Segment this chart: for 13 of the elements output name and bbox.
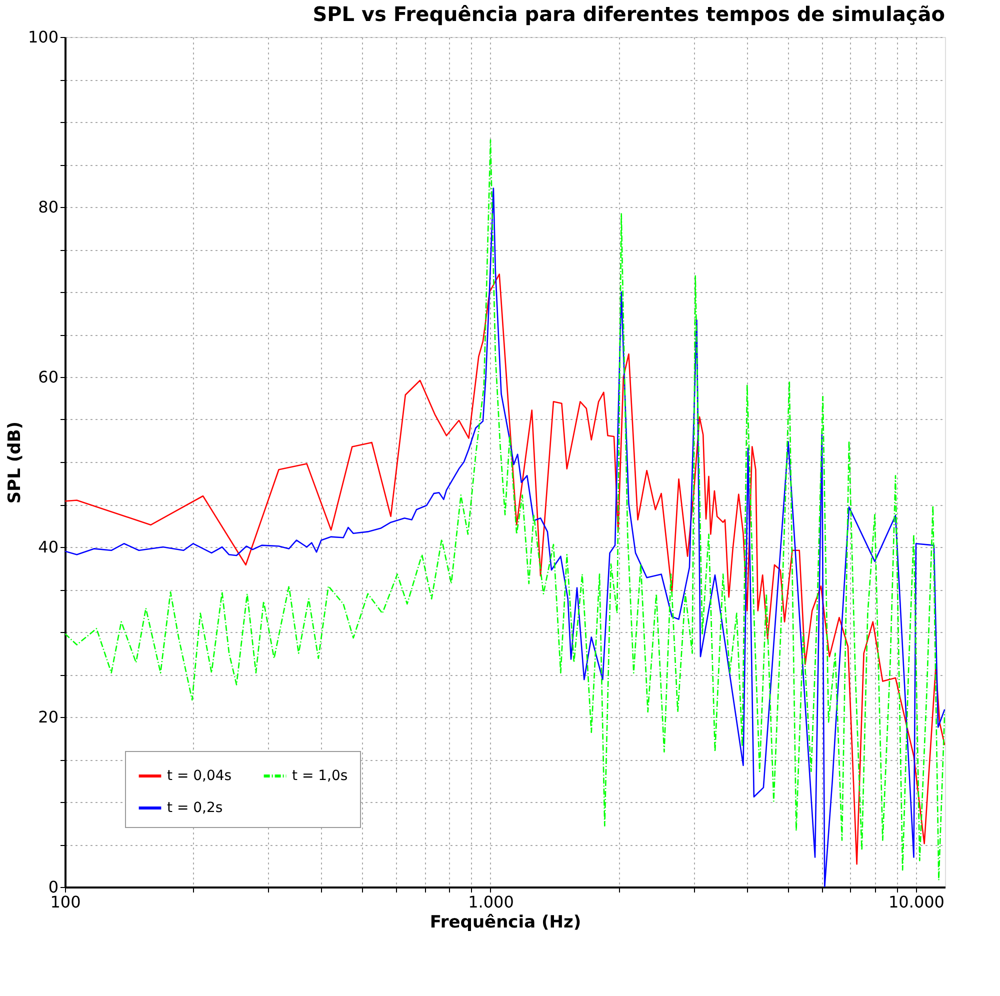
- x-tick-label: 1.000: [468, 892, 514, 912]
- legend-label: t = 1,0s: [292, 768, 348, 784]
- x-axis-title: Frequência (Hz): [430, 912, 582, 932]
- y-tick-label: 80: [38, 198, 58, 216]
- chart-title: SPL vs Frequência para diferentes tempos de simulação: [312, 2, 945, 26]
- legend-label: t = 0,04s: [167, 768, 232, 784]
- y-tick-label: 100: [28, 28, 58, 46]
- legend-label: t = 0,2s: [167, 800, 223, 816]
- y-tick-label: 20: [38, 708, 58, 726]
- y-tick-label: 40: [38, 538, 58, 556]
- y-tick-label: 60: [38, 368, 58, 386]
- x-tick-label: 10.000: [888, 892, 944, 912]
- y-axis-title: SPL (dB): [4, 421, 25, 504]
